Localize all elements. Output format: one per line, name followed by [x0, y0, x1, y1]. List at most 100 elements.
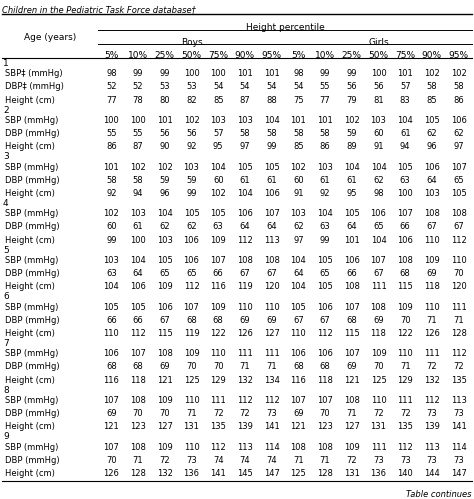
Text: 94: 94 [400, 142, 410, 151]
Text: 110: 110 [183, 443, 200, 452]
Text: 66: 66 [213, 269, 224, 278]
Text: 120: 120 [264, 282, 280, 291]
Text: 110: 110 [424, 302, 440, 312]
Text: 103: 103 [424, 189, 440, 198]
Text: 60: 60 [293, 176, 304, 185]
Text: 111: 111 [424, 349, 440, 358]
Text: 109: 109 [210, 302, 226, 312]
Text: 107: 107 [183, 302, 200, 312]
Text: 111: 111 [371, 282, 386, 291]
Text: 147: 147 [451, 469, 466, 478]
Text: 106: 106 [130, 282, 146, 291]
Text: 67: 67 [319, 316, 330, 325]
Text: Height percentile: Height percentile [246, 23, 324, 32]
Text: 73: 73 [186, 456, 197, 465]
Text: 74: 74 [266, 456, 277, 465]
Text: 101: 101 [317, 116, 333, 125]
Text: 106: 106 [317, 349, 333, 358]
Text: 67: 67 [159, 316, 170, 325]
Text: 112: 112 [237, 396, 253, 405]
Text: 107: 107 [451, 163, 466, 172]
Text: 67: 67 [373, 269, 384, 278]
Text: 111: 111 [397, 396, 413, 405]
Text: 103: 103 [130, 209, 146, 218]
Text: 78: 78 [133, 96, 144, 105]
Text: 110: 110 [451, 256, 466, 265]
Text: 65: 65 [159, 269, 170, 278]
Text: Height (cm): Height (cm) [5, 282, 55, 291]
Text: 68: 68 [186, 316, 197, 325]
Text: 132: 132 [424, 376, 440, 385]
Text: 104: 104 [317, 209, 333, 218]
Text: 107: 107 [130, 349, 146, 358]
Text: Boys: Boys [181, 38, 202, 47]
Text: 63: 63 [106, 269, 117, 278]
Text: 102: 102 [344, 116, 360, 125]
Text: 107: 107 [103, 396, 119, 405]
Text: Age (years): Age (years) [24, 32, 76, 41]
Text: 108: 108 [291, 443, 306, 452]
Text: Height (cm): Height (cm) [5, 142, 55, 151]
Text: 52: 52 [106, 82, 117, 91]
Text: 66: 66 [400, 223, 410, 232]
Text: 127: 127 [157, 422, 173, 431]
Text: 10%: 10% [128, 51, 148, 60]
Text: 110: 110 [264, 302, 280, 312]
Text: 118: 118 [130, 376, 146, 385]
Text: 127: 127 [264, 329, 280, 338]
Text: 72: 72 [400, 409, 410, 418]
Text: 82: 82 [186, 96, 197, 105]
Text: 71: 71 [293, 456, 304, 465]
Text: 102: 102 [157, 163, 173, 172]
Text: 128: 128 [451, 329, 466, 338]
Text: 122: 122 [210, 329, 226, 338]
Text: 105: 105 [264, 163, 280, 172]
Text: 103: 103 [237, 116, 253, 125]
Text: 70: 70 [320, 409, 330, 418]
Text: 108: 108 [130, 443, 146, 452]
Text: 63: 63 [400, 176, 410, 185]
Text: 111: 111 [264, 349, 280, 358]
Text: 132: 132 [157, 469, 173, 478]
Text: 62: 62 [293, 223, 304, 232]
Text: 88: 88 [266, 96, 277, 105]
Text: 62: 62 [159, 223, 170, 232]
Text: 61: 61 [346, 176, 357, 185]
Text: 121: 121 [291, 422, 306, 431]
Text: 111: 111 [371, 443, 386, 452]
Text: Height (cm): Height (cm) [5, 189, 55, 198]
Text: 105: 105 [291, 302, 306, 312]
Text: Height (cm): Height (cm) [5, 469, 55, 478]
Text: 104: 104 [371, 163, 386, 172]
Text: SBP (mmHg): SBP (mmHg) [5, 116, 58, 125]
Text: 103: 103 [317, 163, 333, 172]
Text: 135: 135 [397, 422, 413, 431]
Text: 71: 71 [427, 316, 437, 325]
Text: 100: 100 [397, 189, 413, 198]
Text: 72: 72 [240, 409, 250, 418]
Text: 116: 116 [103, 376, 119, 385]
Text: 77: 77 [106, 96, 117, 105]
Text: 102: 102 [451, 69, 466, 78]
Text: 141: 141 [264, 422, 280, 431]
Text: 86: 86 [106, 142, 117, 151]
Text: 109: 109 [424, 256, 440, 265]
Text: 108: 108 [264, 256, 280, 265]
Text: 9: 9 [3, 433, 9, 442]
Text: 135: 135 [451, 376, 466, 385]
Text: 68: 68 [400, 269, 410, 278]
Text: 67: 67 [239, 269, 250, 278]
Text: 104: 104 [371, 236, 386, 245]
Text: 134: 134 [264, 376, 280, 385]
Text: Height (cm): Height (cm) [5, 422, 55, 431]
Text: 103: 103 [157, 236, 173, 245]
Text: 105: 105 [317, 256, 333, 265]
Text: 71: 71 [320, 456, 330, 465]
Text: 101: 101 [237, 69, 253, 78]
Text: 91: 91 [373, 142, 384, 151]
Text: 125: 125 [291, 469, 306, 478]
Text: 104: 104 [264, 116, 280, 125]
Text: DBP (mmHg): DBP (mmHg) [5, 316, 60, 325]
Text: 108: 108 [130, 396, 146, 405]
Text: 64: 64 [427, 176, 437, 185]
